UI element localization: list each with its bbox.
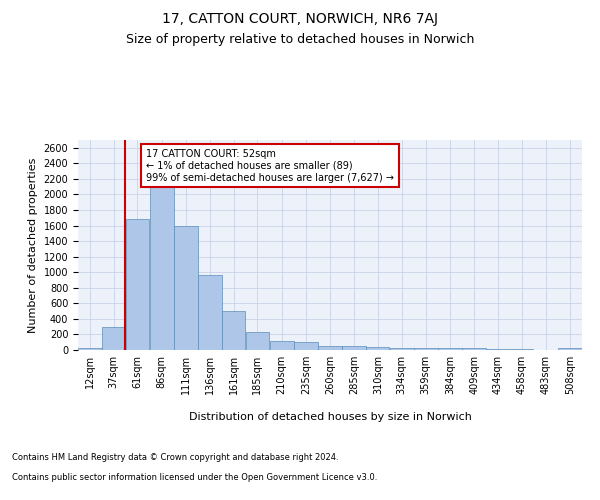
Bar bbox=[462, 348, 486, 350]
Bar bbox=[269, 340, 293, 350]
Text: Size of property relative to detached houses in Norwich: Size of property relative to detached ho… bbox=[126, 32, 474, 46]
Bar bbox=[78, 348, 102, 350]
Bar bbox=[414, 348, 438, 350]
Bar bbox=[509, 349, 533, 350]
Bar bbox=[222, 311, 245, 350]
Text: 17 CATTON COURT: 52sqm
← 1% of detached houses are smaller (89)
99% of semi-deta: 17 CATTON COURT: 52sqm ← 1% of detached … bbox=[146, 150, 394, 182]
Bar bbox=[150, 184, 173, 350]
Bar bbox=[294, 342, 318, 350]
Bar bbox=[487, 349, 509, 350]
Bar bbox=[245, 332, 269, 350]
Text: Contains HM Land Registry data © Crown copyright and database right 2024.: Contains HM Land Registry data © Crown c… bbox=[12, 452, 338, 462]
Bar bbox=[342, 346, 366, 350]
Text: Distribution of detached houses by size in Norwich: Distribution of detached houses by size … bbox=[188, 412, 472, 422]
Bar bbox=[103, 326, 125, 350]
Text: Contains public sector information licensed under the Open Government Licence v3: Contains public sector information licen… bbox=[12, 472, 377, 482]
Bar bbox=[367, 348, 389, 350]
Text: 17, CATTON COURT, NORWICH, NR6 7AJ: 17, CATTON COURT, NORWICH, NR6 7AJ bbox=[162, 12, 438, 26]
Bar bbox=[198, 276, 222, 350]
Bar bbox=[389, 348, 413, 350]
Bar bbox=[125, 220, 149, 350]
Bar bbox=[438, 348, 462, 350]
Y-axis label: Number of detached properties: Number of detached properties bbox=[28, 158, 38, 332]
Bar bbox=[174, 226, 198, 350]
Bar bbox=[318, 346, 342, 350]
Bar bbox=[558, 348, 582, 350]
